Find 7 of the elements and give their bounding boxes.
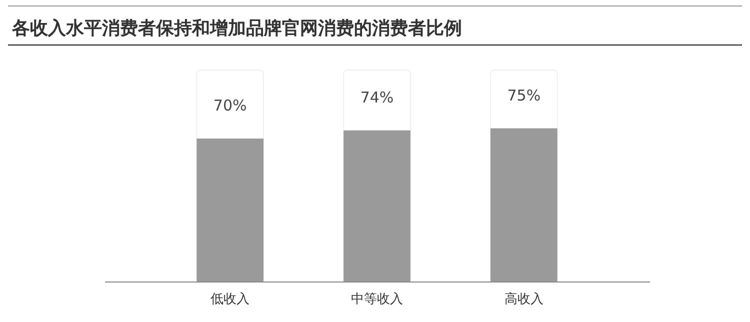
data-label: 75% [507, 86, 541, 104]
x-tick-label: 低收入 [210, 292, 250, 307]
data-label: 70% [213, 96, 247, 115]
x-tick-label: 中等收入 [351, 292, 403, 307]
x-tick-label: 高收入 [504, 291, 544, 307]
chart-title: 各收入水平消费者保持和增加品牌官网消费的消费者比例 [11, 18, 462, 39]
data-label: 74% [360, 88, 394, 106]
